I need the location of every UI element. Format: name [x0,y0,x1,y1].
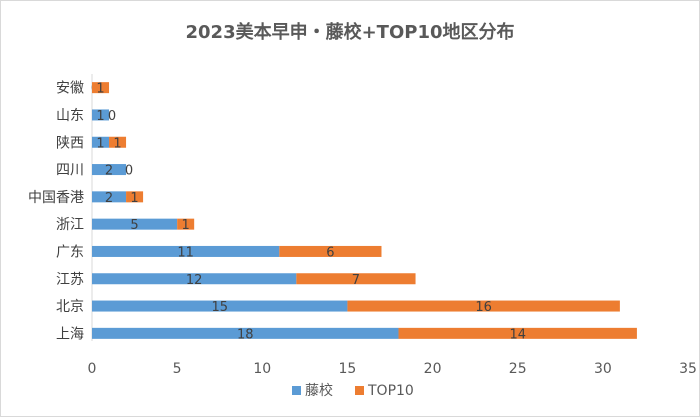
bar-ivy [92,136,110,148]
data-label: 6 [326,245,334,260]
x-tick-label: 30 [594,361,612,377]
data-label: 1 [113,136,121,151]
category-label: 陕西 [56,135,84,151]
x-tick-label: 25 [509,361,527,377]
legend-swatch-ivy [292,386,301,395]
data-label: 1 [130,191,138,206]
bar-top10 [109,136,127,148]
data-label: 2 [105,164,113,179]
bar-top10 [398,327,637,339]
data-label: 5 [130,218,138,233]
category-label: 安徽 [56,81,84,97]
data-label: 1 [96,109,104,124]
category-label: 江苏 [56,272,84,288]
data-label: 1 [96,82,104,97]
data-label: 0 [108,109,116,124]
bar-top10 [92,82,110,94]
chart-title: 2023美本早申・藤校+TOP10地区分布 [185,22,515,43]
data-label: 12 [186,273,203,288]
category-label: 广东 [56,244,84,260]
bar-top10 [177,218,195,230]
bar-top10 [279,245,382,257]
legend-label: TOP10 [367,383,414,399]
data-label: 1 [182,218,190,233]
data-label: 18 [237,327,254,342]
category-label: 上海 [56,326,84,342]
category-label: 中国香港 [28,190,84,206]
data-label: 0 [125,164,133,179]
legend-swatch-top10 [355,386,364,395]
x-tick-label: 10 [253,361,271,377]
category-label: 浙江 [56,217,84,233]
bar-ivy [92,245,280,257]
data-label: 1 [96,136,104,151]
bar-top10 [296,273,416,285]
bar-ivy [92,218,178,230]
x-tick-label: 20 [424,361,442,377]
x-tick-label: 0 [88,361,97,377]
x-tick-label: 5 [173,361,182,377]
data-label: 16 [475,300,492,315]
bar-ivy [92,191,127,203]
bar-ivy [92,327,399,339]
bar-ivy [92,109,110,121]
data-label: 14 [509,327,526,342]
bar-top10 [126,191,144,203]
category-label: 四川 [56,163,84,179]
data-label: 15 [211,300,228,315]
bar-top10 [347,300,620,312]
legend-label: 藤校 [305,382,333,399]
data-label: 2 [105,191,113,206]
data-label: 7 [352,273,360,288]
x-tick-label: 35 [679,361,697,377]
category-label: 北京 [56,299,84,315]
bar-ivy [92,164,127,176]
category-label: 山东 [56,108,84,124]
x-tick-label: 15 [339,361,357,377]
bar-ivy [92,300,348,312]
bar-ivy [92,273,297,285]
data-label: 11 [177,245,194,260]
